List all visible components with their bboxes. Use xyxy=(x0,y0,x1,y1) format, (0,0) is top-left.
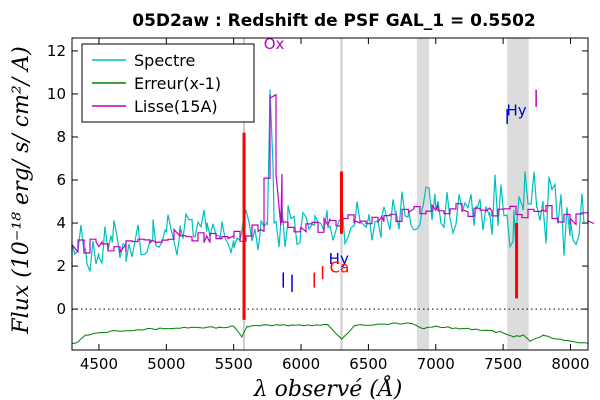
shaded-band-1 xyxy=(507,38,529,350)
legend-label-2: Lisse(15A) xyxy=(134,97,218,116)
x-tick-label-3: 6000 xyxy=(282,355,320,373)
y-tick-label-2: 4 xyxy=(56,214,66,232)
x-axis-label: λ observé (Å) xyxy=(253,374,403,400)
x-tick-label-4: 6500 xyxy=(349,355,387,373)
x-tick-label-7: 8000 xyxy=(551,355,589,373)
red-feature-lines xyxy=(242,132,519,320)
x-tick-label-6: 7500 xyxy=(484,355,522,373)
y-tick-label-4: 8 xyxy=(56,128,66,146)
shaded-band-0 xyxy=(416,38,430,350)
plot-border xyxy=(71,37,589,351)
x-tick-label-0: 4500 xyxy=(80,355,118,373)
legend-label-0: Spectre xyxy=(134,51,195,70)
y-tick-label-3: 6 xyxy=(56,171,66,189)
y-tick-label-6: 12 xyxy=(47,42,66,60)
chart-title: 05D2aw : Redshift de PSF GAL_1 = 0.5502 xyxy=(132,11,536,31)
y-tick-label-1: 2 xyxy=(56,257,66,275)
x-tick-label-5: 7000 xyxy=(417,355,455,373)
legend-label-1: Erreur(x-1) xyxy=(134,74,221,93)
shaded-bands xyxy=(416,38,529,350)
series-line-1 xyxy=(71,322,589,345)
legend: Spectre Erreur(x-1) Lisse(15A) xyxy=(81,43,255,123)
x-tick-label-1: 5000 xyxy=(147,355,185,373)
x-axis-ticks: 4500 5000 5500 6000 6500 7000 7500 8000 xyxy=(80,38,590,373)
series-line-2 xyxy=(71,93,595,254)
annotation-3: Hy xyxy=(507,101,527,119)
series-lines xyxy=(71,89,595,345)
y-tick-label-5: 10 xyxy=(47,85,66,103)
line-markers xyxy=(282,89,537,292)
x-tick-label-2: 5500 xyxy=(215,355,253,373)
annotation-1: Hy xyxy=(329,250,349,268)
y-axis-label: Flux (10⁻¹⁸ erg/ s/ cm²/ A) xyxy=(9,46,34,334)
y-axis-ticks: 0 2 4 6 8 10 12 xyxy=(47,42,588,318)
annotation-2: Ca xyxy=(330,259,350,277)
y-tick-label-0: 0 xyxy=(56,300,66,318)
plot-frame xyxy=(71,37,589,351)
annotation-0: Ox xyxy=(264,35,285,53)
